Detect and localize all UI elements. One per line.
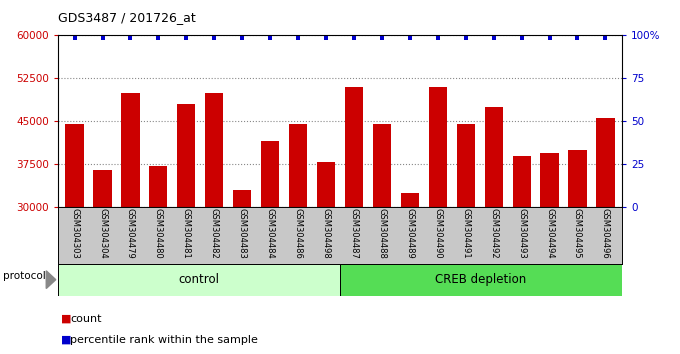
Point [377,35,388,41]
Bar [93,170,112,354]
Bar [317,162,335,354]
Text: GSM304496: GSM304496 [601,208,610,259]
Bar [596,118,615,354]
Bar [150,166,167,354]
Text: GSM304493: GSM304493 [517,208,526,259]
Point [97,35,108,41]
Point [69,35,80,41]
Text: ■: ■ [61,335,71,345]
Text: percentile rank within the sample: percentile rank within the sample [70,335,258,345]
Point [488,35,499,41]
Bar [401,193,419,354]
Bar [261,141,279,354]
Text: GSM304490: GSM304490 [433,208,442,259]
Point [432,35,443,41]
Text: GSM304480: GSM304480 [154,208,163,259]
Text: GSM304303: GSM304303 [70,208,79,259]
Point [125,35,136,41]
Point [600,35,611,41]
Bar [373,124,391,354]
Point [209,35,220,41]
Text: GSM304489: GSM304489 [405,208,414,259]
Bar [65,124,84,354]
Bar [485,107,503,354]
Point [572,35,583,41]
Point [516,35,527,41]
Text: GSM304486: GSM304486 [294,208,303,259]
Bar [233,190,252,354]
Text: GSM304494: GSM304494 [545,208,554,259]
Text: GSM304498: GSM304498 [322,208,330,259]
Text: CREB depletion: CREB depletion [435,273,527,286]
Bar [340,264,622,296]
Bar [428,87,447,354]
Bar [345,87,363,354]
Text: GSM304479: GSM304479 [126,208,135,259]
Bar [58,264,340,296]
Text: GSM304487: GSM304487 [350,208,358,259]
Bar [177,104,195,354]
Point [349,35,360,41]
Point [292,35,303,41]
Point [405,35,415,41]
Text: GSM304482: GSM304482 [209,208,219,259]
Bar [568,150,587,354]
Bar [513,155,530,354]
Text: GSM304491: GSM304491 [461,208,471,259]
Text: control: control [178,273,220,286]
Text: GSM304495: GSM304495 [573,208,582,259]
Text: ■: ■ [61,314,71,324]
Point [460,35,471,41]
Bar [205,93,223,354]
Text: protocol: protocol [3,271,46,281]
Text: GSM304483: GSM304483 [238,208,247,259]
Text: GSM304304: GSM304304 [98,208,107,259]
Text: GSM304488: GSM304488 [377,208,386,259]
Text: GDS3487 / 201726_at: GDS3487 / 201726_at [58,11,196,24]
Point [181,35,192,41]
Bar [457,124,475,354]
Bar [289,124,307,354]
Bar [541,153,559,354]
Point [237,35,248,41]
Text: count: count [70,314,101,324]
Point [320,35,331,41]
Point [153,35,164,41]
Point [265,35,275,41]
Point [544,35,555,41]
Text: GSM304492: GSM304492 [489,208,498,259]
Text: GSM304481: GSM304481 [182,208,191,259]
Text: GSM304484: GSM304484 [266,208,275,259]
Bar [121,93,139,354]
